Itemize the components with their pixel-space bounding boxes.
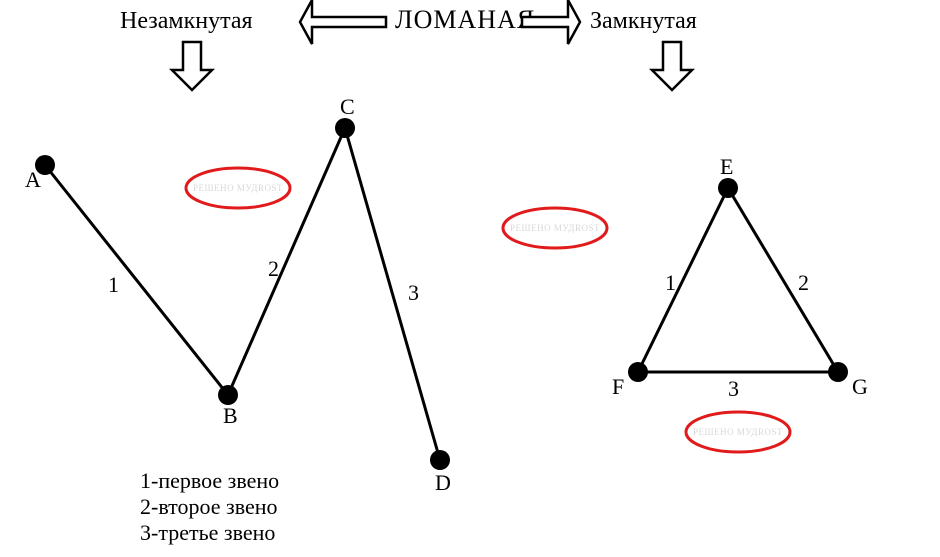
vertex-label: E: [720, 154, 733, 179]
header-closed-label: Замкнутая: [590, 8, 697, 34]
edge-label: 2: [798, 270, 809, 295]
vertex-dot: [718, 178, 738, 198]
vertex-label: C: [340, 94, 355, 119]
vertex-dot: [430, 450, 450, 470]
polyline-path: [45, 128, 440, 460]
vertex-dot: [828, 362, 848, 382]
watermark-text: РЕШЕНО МУДROST: [193, 183, 283, 193]
watermark: РЕШЕНО МУДROST: [186, 168, 290, 208]
legend-line: 3-третье звено: [140, 520, 275, 545]
edge-label: 1: [665, 270, 676, 295]
block-arrow: [172, 42, 212, 90]
block-arrow: [652, 42, 692, 90]
vertex-label: F: [612, 374, 624, 399]
edge-label: 3: [408, 280, 419, 305]
edge-label: 2: [268, 256, 279, 281]
open_polyline: A B C D 1 2 3: [25, 94, 451, 495]
closed_polyline: E F G 1 2 3: [612, 154, 868, 401]
diagram-canvas: Незамкнутая ЛОМАНАЯ Замкнутая A B C D 1 2 3 E F G 1 2 3…: [0, 0, 940, 557]
vertex-label: A: [25, 167, 41, 192]
legend-line: 1-первое звено: [140, 468, 279, 493]
edge-label: 1: [108, 272, 119, 297]
vertex-dot: [335, 118, 355, 138]
vertex-label: G: [852, 374, 868, 399]
header-center-label: ЛОМАНАЯ: [395, 5, 535, 34]
watermark-text: РЕШЕНО МУДROST: [510, 223, 600, 233]
watermark: РЕШЕНО МУДROST: [503, 208, 607, 248]
vertex-label: B: [223, 403, 238, 428]
edge-label: 3: [728, 376, 739, 401]
watermark-text: РЕШЕНО МУДROST: [693, 427, 783, 437]
block-arrow: [300, 0, 386, 44]
vertex-label: D: [435, 470, 451, 495]
legend-line: 2-второе звено: [140, 494, 278, 519]
vertex-dot: [218, 385, 238, 405]
header-open-label: Незамкнутая: [120, 8, 253, 34]
vertex-dot: [628, 362, 648, 382]
watermark: РЕШЕНО МУДROST: [686, 412, 790, 452]
